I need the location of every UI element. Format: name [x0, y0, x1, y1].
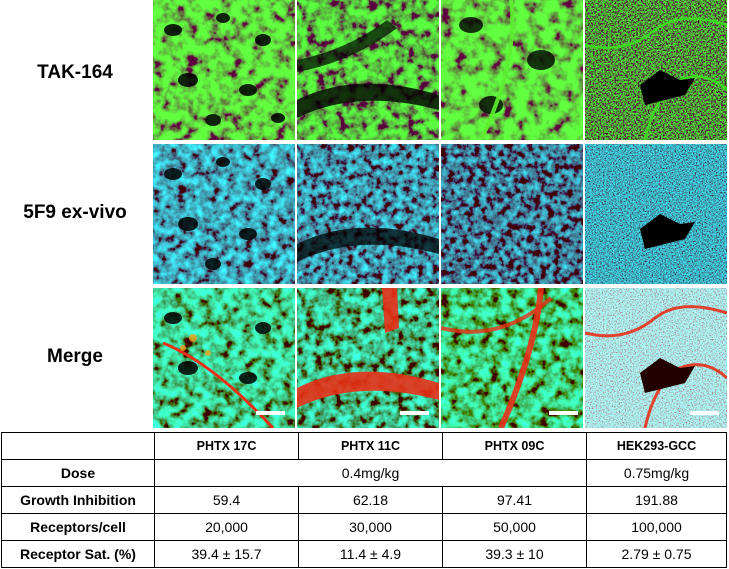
- header-hek293: HEK293-GCC: [586, 432, 727, 460]
- dose-hek293: 0.75mg/kg: [586, 459, 727, 487]
- cell-receptors-phtx09c: 50,000: [442, 513, 587, 541]
- micrograph-5f9-phtx17c: [153, 144, 295, 284]
- row-header-growth: Growth Inhibition: [1, 486, 155, 514]
- header-phtx09c: PHTX 09C: [442, 432, 587, 460]
- cell-growth-phtx09c: 97.41: [442, 486, 587, 514]
- micrograph-tak164-phtx17c: [153, 0, 295, 140]
- micrograph-5f9-phtx09c: [441, 144, 583, 284]
- cell-saturation-phtx17c: 39.4 ± 15.7: [154, 540, 299, 568]
- header-empty: [1, 432, 155, 460]
- micrograph-merge-phtx09c: [441, 288, 583, 428]
- row-label-tak164: TAK-164: [37, 62, 113, 83]
- scale-bar: [690, 411, 719, 415]
- cell-receptors-phtx17c: 20,000: [154, 513, 299, 541]
- cell-growth-hek293: 191.88: [586, 486, 727, 514]
- table-row-saturation: Receptor Sat. (%) 39.4 ± 15.7 11.4 ± 4.9…: [1, 540, 727, 568]
- dose-shared: 0.4mg/kg: [154, 459, 587, 487]
- row-header-dose: Dose: [1, 459, 155, 487]
- cell-saturation-phtx09c: 39.3 ± 10: [442, 540, 587, 568]
- micrograph-tak164-phtx09c: [441, 0, 583, 140]
- cell-receptors-hek293: 100,000: [586, 513, 727, 541]
- micrograph-merge-hek293: [585, 288, 727, 428]
- scale-bar: [400, 411, 429, 415]
- micrograph-merge-phtx17c: [153, 288, 295, 428]
- header-phtx17c: PHTX 17C: [154, 432, 299, 460]
- scale-bar: [256, 411, 285, 415]
- row-label-merge: Merge: [47, 346, 103, 367]
- micrograph-tak164-phtx11c: [297, 0, 439, 140]
- micrograph-merge-phtx11c: [297, 288, 439, 428]
- micrograph-5f9-phtx11c: [297, 144, 439, 284]
- row-label-5f9: 5F9 ex-vivo: [23, 202, 127, 223]
- cell-saturation-phtx11c: 11.4 ± 4.9: [298, 540, 443, 568]
- scale-bar: [549, 411, 578, 415]
- header-phtx11c: PHTX 11C: [298, 432, 443, 460]
- cell-saturation-hek293: 2.79 ± 0.75: [586, 540, 727, 568]
- cell-growth-phtx11c: 62.18: [298, 486, 443, 514]
- table-row-growth: Growth Inhibition 59.4 62.18 97.41 191.8…: [1, 486, 727, 514]
- table-header-row: PHTX 17C PHTX 11C PHTX 09C HEK293-GCC: [1, 432, 727, 460]
- row-header-saturation: Receptor Sat. (%): [1, 540, 155, 568]
- cell-growth-phtx17c: 59.4: [154, 486, 299, 514]
- results-table: PHTX 17C PHTX 11C PHTX 09C HEK293-GCC Do…: [1, 432, 727, 568]
- micrograph-5f9-hek293: [585, 144, 727, 284]
- cell-receptors-phtx11c: 30,000: [298, 513, 443, 541]
- table-row-receptors: Receptors/cell 20,000 30,000 50,000 100,…: [1, 513, 727, 541]
- row-header-receptors: Receptors/cell: [1, 513, 155, 541]
- micrograph-tak164-hek293: [585, 0, 727, 140]
- table-row-dose: Dose 0.4mg/kg 0.75mg/kg: [1, 459, 727, 487]
